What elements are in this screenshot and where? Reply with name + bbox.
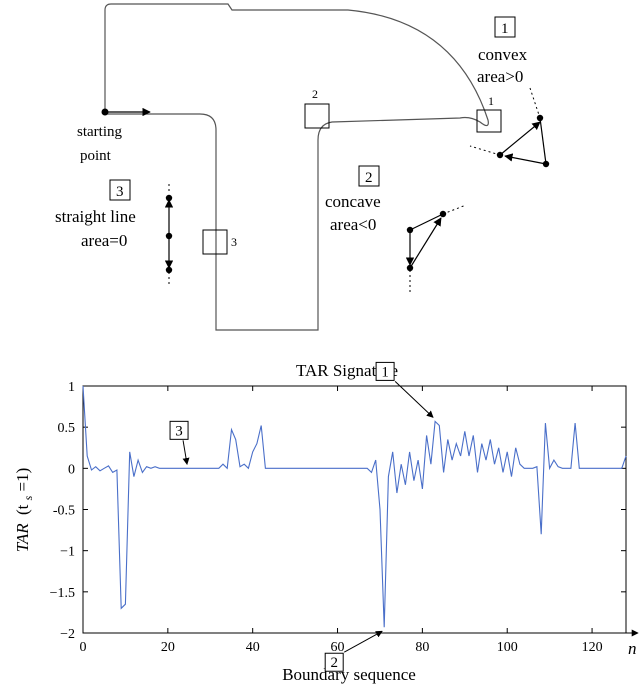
x-tick-label: 60 bbox=[331, 640, 345, 655]
annotation-arrow-2 bbox=[343, 630, 383, 653]
corner-label-2: 2 bbox=[312, 87, 318, 101]
case1-line1: convex bbox=[478, 45, 528, 64]
y-tick-label: −2 bbox=[60, 627, 75, 642]
concave-triangle bbox=[405, 204, 467, 292]
case3-line2: area=0 bbox=[81, 231, 127, 250]
annotation-label-1: 1 bbox=[381, 364, 389, 380]
case2-line2: area<0 bbox=[330, 215, 376, 234]
y-label-param: (t bbox=[13, 504, 32, 515]
annotation-label-2: 2 bbox=[330, 655, 338, 671]
case3-number: 3 bbox=[116, 184, 124, 200]
corner-label-1: 1 bbox=[488, 94, 494, 108]
case2-number: 2 bbox=[365, 170, 373, 186]
case2-line1: concave bbox=[325, 192, 381, 211]
start-label-line1: starting bbox=[77, 124, 122, 140]
annotation-arrow-3 bbox=[182, 440, 190, 466]
annotation-box-3 bbox=[169, 420, 189, 440]
plot-frame bbox=[82, 385, 627, 634]
case1-number-box bbox=[494, 16, 516, 38]
y-axis-label: TAR (t s =1) bbox=[13, 468, 36, 553]
x-ticks: 0 20 40 60 80 100 120 bbox=[80, 386, 603, 655]
shape-boundary bbox=[104, 3, 489, 331]
y-label-main: TAR bbox=[13, 523, 32, 553]
y-label-sub: s bbox=[21, 495, 35, 500]
corner-label-3: 3 bbox=[231, 235, 237, 249]
x-tick-label: 0 bbox=[80, 640, 87, 655]
shape-diagram: starting point 1 2 3 1 convex area>0 2 c… bbox=[55, 3, 550, 331]
case3-number-box bbox=[109, 179, 131, 201]
straight-line-points bbox=[164, 184, 174, 286]
annotations-layer: 1 2 3 bbox=[169, 361, 434, 672]
x-tick-label: 20 bbox=[161, 640, 175, 655]
series-layer bbox=[82, 385, 627, 628]
corner-box-1 bbox=[476, 109, 502, 133]
corner-box-3 bbox=[202, 229, 228, 255]
start-label-line2: point bbox=[80, 148, 112, 164]
y-tick-label: 1 bbox=[68, 380, 75, 395]
x-tick-label: 120 bbox=[582, 640, 603, 655]
y-tick-label: 0 bbox=[68, 462, 75, 477]
chart-title: TAR Signature bbox=[296, 361, 398, 380]
y-tick-label: −1 bbox=[60, 545, 75, 560]
x-tick-label: 100 bbox=[497, 640, 518, 655]
x-tick-label: 80 bbox=[415, 640, 429, 655]
y-ticks: 1 0.5 0 -0.5 −1 −1.5 −2 bbox=[50, 380, 626, 642]
y-label-tail: =1) bbox=[13, 468, 32, 492]
case1-number: 1 bbox=[501, 21, 509, 37]
x-axis-label: Boundary sequence bbox=[282, 665, 416, 684]
case3-line1: straight line bbox=[55, 207, 136, 226]
tar-series-line bbox=[82, 385, 627, 628]
y-tick-label: −1.5 bbox=[50, 586, 75, 601]
case2-number-box bbox=[358, 165, 380, 187]
x-axis-letter: n bbox=[628, 639, 637, 658]
annotation-box-1 bbox=[375, 361, 395, 381]
x-tick-label: 40 bbox=[246, 640, 260, 655]
tar-chart: TAR Signature n Boundary sequence TAR (t… bbox=[13, 361, 639, 684]
annotation-arrow-1 bbox=[394, 381, 434, 418]
svg-text:TAR (t s: TAR (t s =1) bbox=[13, 468, 36, 553]
y-tick-label: -0.5 bbox=[53, 504, 75, 519]
annotation-box-2 bbox=[324, 652, 344, 672]
case1-line2: area>0 bbox=[477, 67, 523, 86]
convex-triangle bbox=[469, 87, 550, 168]
y-tick-label: 0.5 bbox=[58, 421, 76, 436]
annotation-label-3: 3 bbox=[175, 423, 183, 439]
starting-point-dot bbox=[101, 108, 109, 116]
corner-box-2 bbox=[304, 103, 330, 129]
